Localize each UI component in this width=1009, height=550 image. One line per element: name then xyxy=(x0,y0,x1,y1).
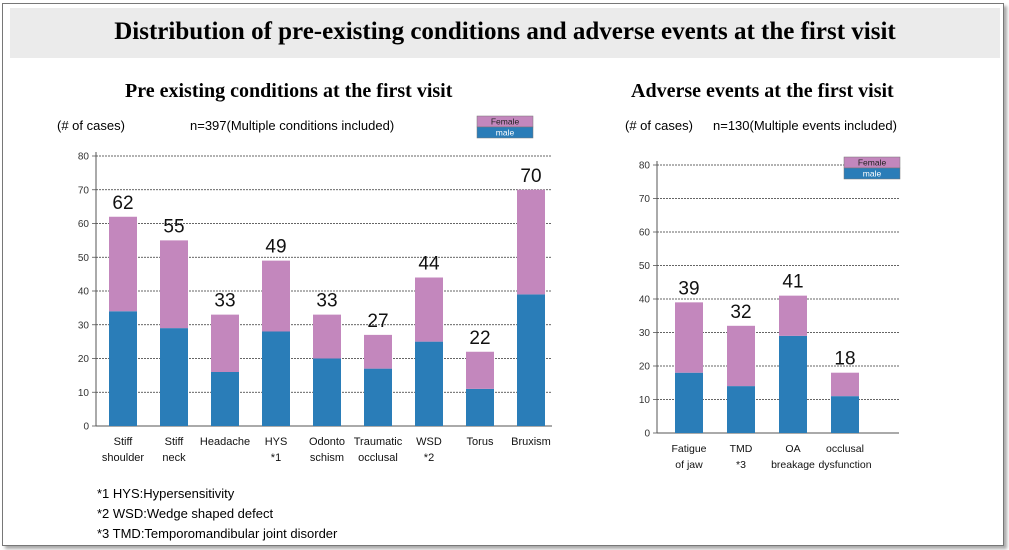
chart1-title: Pre existing conditions at the first vis… xyxy=(125,80,453,102)
footnote-1: *1 HYS:Hypersensitivity xyxy=(97,486,235,501)
chart2-title: Adverse events at the first visit xyxy=(631,80,894,102)
chart2-ylabel: (# of cases) xyxy=(625,118,693,133)
footnote-2: *2 WSD:Wedge shaped defect xyxy=(97,506,274,521)
chart1-note: n=397(Multiple conditions included) xyxy=(190,118,395,133)
chart2-note: n=130(Multiple events included) xyxy=(713,118,897,133)
page-title: Distribution of pre-existing conditions … xyxy=(114,18,896,45)
chart1-ylabel: (# of cases) xyxy=(57,118,125,133)
footnote-3: *3 TMD:Temporomandibular joint disorder xyxy=(97,526,338,541)
title-banner: Distribution of pre-existing conditions … xyxy=(10,8,1000,58)
